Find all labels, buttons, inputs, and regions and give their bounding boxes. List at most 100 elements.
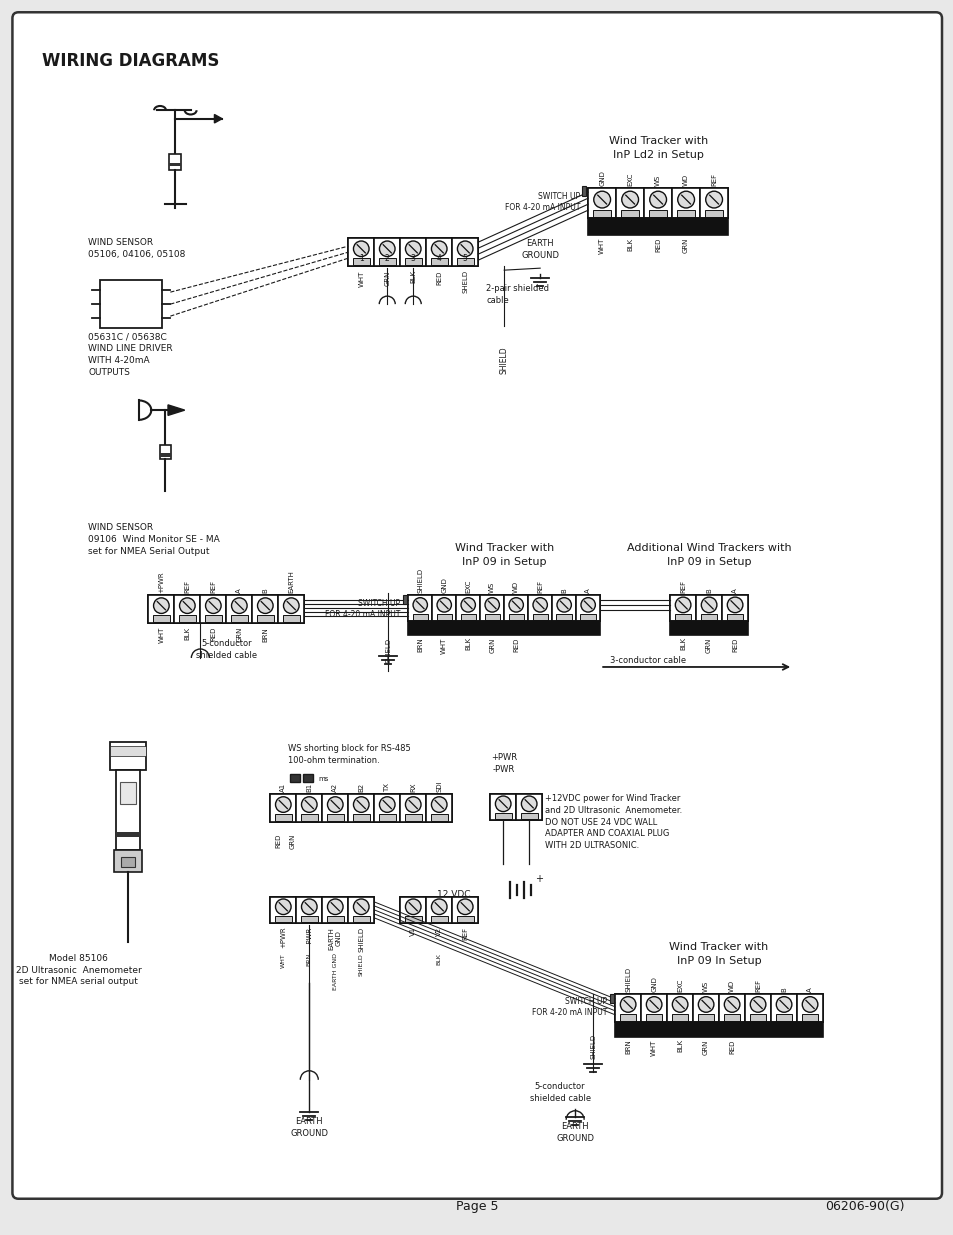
Text: V2: V2 [436,926,442,936]
Circle shape [431,797,447,813]
Text: 5-conductor
shielded cable: 5-conductor shielded cable [195,638,256,659]
Circle shape [405,899,420,915]
Text: A2: A2 [332,783,338,792]
Circle shape [327,899,343,915]
Text: V1: V1 [410,926,416,936]
Circle shape [179,598,195,614]
Bar [452,897,477,923]
Bar [620,210,639,217]
Text: GRN: GRN [682,237,688,253]
Bar [400,897,426,923]
Bar [426,238,452,267]
Bar [484,614,499,620]
Text: REF: REF [210,580,216,593]
Text: A: A [806,987,812,992]
Bar [672,188,700,219]
Bar [353,814,369,821]
Text: +12VDC power for Wind Tracker
and 2D Ultrasonic  Anemometer.
DO NOT USE 24 VDC W: +12VDC power for Wind Tracker and 2D Ult… [544,794,681,850]
Text: EXC: EXC [465,579,471,593]
Bar [719,994,744,1021]
Text: WIND SENSOR
05106, 04106, 05108: WIND SENSOR 05106, 04106, 05108 [89,238,186,259]
Text: WHT: WHT [598,237,604,254]
Text: B1: B1 [306,783,312,792]
Bar [431,258,447,266]
Text: BRN: BRN [307,953,312,966]
Text: BLK: BLK [410,270,416,283]
Bar [149,595,174,622]
Text: B: B [705,588,711,593]
Bar [726,614,742,620]
Bar [579,614,596,620]
Text: BRN: BRN [416,637,423,652]
Bar [615,994,640,1021]
Bar [666,994,693,1021]
Bar [283,615,299,622]
Text: WHT: WHT [358,270,364,287]
Bar [696,595,721,621]
Bar [348,794,374,823]
Bar [508,614,523,620]
Bar [528,595,552,621]
Circle shape [580,598,595,613]
Bar [697,1014,714,1020]
Text: RED: RED [655,237,660,252]
Bar [160,446,171,459]
Circle shape [431,899,447,915]
Circle shape [484,598,498,613]
Bar [520,813,537,819]
Bar [671,1014,688,1020]
Circle shape [413,598,427,613]
Bar [640,994,666,1021]
Text: 05631C / 05638C
WIND LINE DRIVER
WITH 4-20mA
OUTPUTS: 05631C / 05638C WIND LINE DRIVER WITH 4-… [89,332,172,377]
Text: A1: A1 [280,783,286,792]
Bar [648,210,666,217]
Text: B2: B2 [358,783,364,792]
Text: 3-conductor cable: 3-conductor cable [610,656,685,664]
Bar [490,794,516,820]
Circle shape [275,899,291,915]
Text: EXC: EXC [626,173,633,186]
Text: WD: WD [728,979,735,992]
Bar [700,188,727,219]
Bar [431,814,447,821]
Text: RX: RX [410,783,416,792]
Text: EARTH: EARTH [288,571,294,593]
Circle shape [677,191,694,207]
Bar [374,238,400,267]
Text: SHIELD: SHIELD [590,1034,596,1058]
Circle shape [379,797,395,813]
Text: 4: 4 [436,254,441,263]
Bar [231,615,248,622]
Bar [274,915,292,921]
Text: B: B [781,987,786,992]
Text: TX: TX [384,783,390,792]
Bar [504,595,528,621]
Text: 5: 5 [462,254,467,263]
Text: SWITCH UP
FOR 4-20 mA INPUT: SWITCH UP FOR 4-20 mA INPUT [531,997,606,1016]
Text: GND: GND [651,976,657,992]
Bar [431,915,447,921]
Circle shape [301,899,316,915]
Text: BLK: BLK [626,237,633,251]
Text: EARTH
GND: EARTH GND [329,926,341,950]
Circle shape [431,241,447,257]
Bar [170,163,181,167]
Bar [121,857,135,867]
Text: WHT: WHT [441,637,447,653]
Bar [152,615,170,622]
Text: Page 5: Page 5 [456,1199,497,1213]
Circle shape [649,191,666,207]
Bar [116,769,140,850]
Text: BLK: BLK [184,627,191,640]
Bar [226,595,252,622]
Bar [270,794,296,823]
Text: A: A [236,588,242,593]
Text: A: A [584,588,591,593]
Bar [456,258,473,266]
Text: GND: GND [598,170,604,186]
Text: SHIELD: SHIELD [358,926,364,952]
Bar [432,595,456,621]
Bar [516,794,541,820]
Bar [374,794,400,823]
Circle shape [672,997,687,1013]
